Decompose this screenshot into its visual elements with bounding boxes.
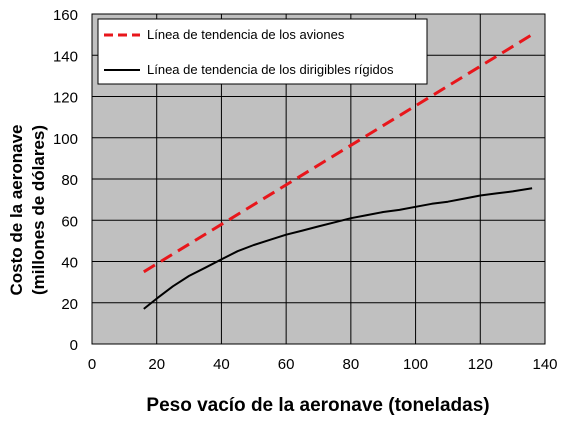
x-axis-title: Peso vacío de la aeronave (toneladas) <box>146 395 489 416</box>
y-tick-label: 100 <box>53 131 78 148</box>
x-tick-label: 100 <box>403 356 428 373</box>
y-tick-label: 140 <box>53 48 78 65</box>
y-tick-label: 60 <box>61 213 78 230</box>
legend: Línea de tendencia de los aviones Línea … <box>97 18 428 85</box>
legend-box <box>97 18 428 85</box>
y-tick-label: 20 <box>61 296 78 313</box>
x-tick-label: 120 <box>468 356 493 373</box>
series-layer <box>143 33 533 310</box>
x-tick-label: 80 <box>343 356 360 373</box>
y-tick-label: 120 <box>53 90 78 107</box>
y-tick-label: 160 <box>53 7 78 24</box>
y-tick-label: 0 <box>70 337 78 354</box>
y-axis-title-line1: Costo de la aeronave <box>7 124 26 295</box>
series-line-aviones <box>143 33 533 274</box>
y-tick-label: 80 <box>61 172 78 189</box>
tick-labels: 0 20 40 60 80 100 120 140 0 20 40 60 80 100 120 140 160 <box>53 7 558 373</box>
x-tick-label: 140 <box>532 356 557 373</box>
y-axis-title-line2: (millones de dólares) <box>29 125 48 295</box>
legend-label-aviones: Línea de tendencia de los aviones <box>147 27 345 42</box>
x-tick-label: 60 <box>278 356 295 373</box>
legend-label-dirigibles: Línea de tendencia de los dirigibles ríg… <box>147 62 394 77</box>
x-tick-label: 20 <box>148 356 165 373</box>
x-tick-label: 0 <box>88 356 96 373</box>
y-tick-label: 40 <box>61 255 78 272</box>
series-line-dirigibles <box>143 187 533 310</box>
x-tick-label: 40 <box>213 356 230 373</box>
